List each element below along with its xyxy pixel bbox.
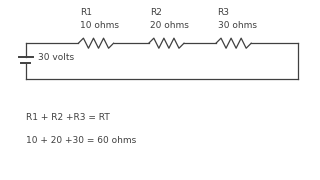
Text: 10 + 20 +30 = 60 ohms: 10 + 20 +30 = 60 ohms — [26, 136, 136, 145]
Text: 30 ohms: 30 ohms — [218, 21, 257, 30]
Text: R1: R1 — [80, 8, 92, 17]
Text: R3: R3 — [218, 8, 229, 17]
Text: 30 volts: 30 volts — [38, 53, 75, 62]
Text: 10 ohms: 10 ohms — [80, 21, 119, 30]
Text: 20 ohms: 20 ohms — [150, 21, 189, 30]
Text: R2: R2 — [150, 8, 162, 17]
Text: R1 + R2 +R3 = RT: R1 + R2 +R3 = RT — [26, 112, 109, 122]
